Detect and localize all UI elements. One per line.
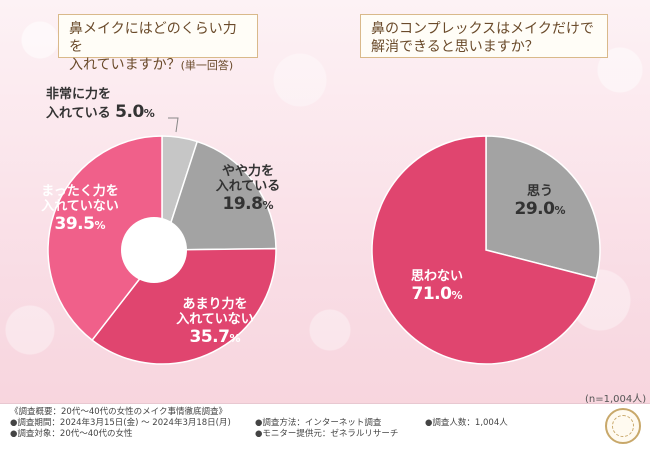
footer-overview: 《調査概要：20代～40代の女性のメイク事情徹底調査》 <box>10 407 227 417</box>
chart1-label-slice-2: あまり力を 入れていない 35.7% <box>176 297 254 347</box>
footer-method: ●調査方法：インターネット調査 <box>255 418 382 428</box>
seal-logo <box>605 408 641 444</box>
chart2-label-slice-1: 思わない 71.0% <box>410 269 463 304</box>
chart1-slice-3 <box>47 135 163 342</box>
sample-size-note: (n=1,004人) <box>585 394 647 405</box>
footer-period: ●調査期間：2024年3月15日(金) ～ 2024年3月18日(月) <box>10 418 231 428</box>
chart1-title: 鼻メイクにはどのくらい力を 入れていますか？(単一回答) <box>58 14 258 73</box>
chart1-label-slice-0: 非常に力を 入れている 5.0% <box>46 87 155 122</box>
chart1-label-slice-3: まったく力を 入れていない 39.5% <box>41 184 119 234</box>
chart2-title-line2: 解消できると思いますか？ <box>371 39 539 55</box>
chart1-slice-2 <box>91 247 277 365</box>
chart1-center-hole <box>121 217 187 283</box>
survey-footer: 《調査概要：20代～40代の女性のメイク事情徹底調査》 ●調査期間：2024年3… <box>0 403 650 451</box>
footer-target: ●調査対象：20代～40代の女性 <box>10 429 133 439</box>
footer-count: ●調査人数：1,004人 <box>425 418 508 428</box>
chart1-title-note: (単一回答) <box>180 59 234 72</box>
chart1-label-slice-1: やや力を 入れている 19.8% <box>215 164 281 214</box>
chart1-slice-1 <box>160 140 277 251</box>
chart1-leader-line <box>168 117 179 133</box>
footer-provider: ●モニター提供元：ゼネラルリサーチ <box>255 429 399 439</box>
chart2-label-slice-0: 思う 29.0% <box>514 184 566 219</box>
chart2-title-line1: 鼻のコンプレックスはメイクだけで <box>371 21 594 37</box>
chart2-slice-1 <box>371 135 598 365</box>
chart1-title-line2: 入れていますか？ <box>69 57 181 73</box>
chart2-slice-0 <box>485 135 601 280</box>
chart1-title-line1: 鼻メイクにはどのくらい力を <box>69 21 237 55</box>
chart2-title: 鼻のコンプレックスはメイクだけで 解消できると思いますか？ <box>360 14 608 58</box>
